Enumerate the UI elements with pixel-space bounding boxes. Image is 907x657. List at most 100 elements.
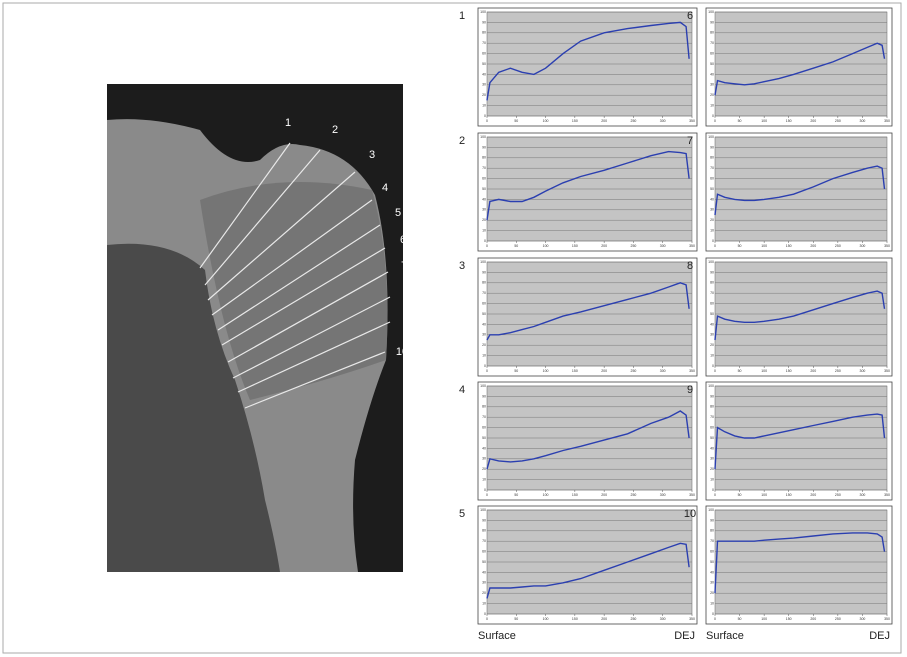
y-tick-label: 90 (710, 145, 714, 149)
section-label: 9 (403, 312, 409, 324)
y-tick-label: 70 (482, 539, 486, 543)
y-tick-label: 100 (480, 10, 486, 14)
y-tick-label: 80 (710, 529, 714, 533)
x-tick-label: 100 (761, 493, 767, 497)
y-tick-label: 70 (710, 41, 714, 45)
y-tick-label: 60 (482, 52, 486, 56)
y-tick-label: 30 (482, 208, 486, 212)
y-tick-label: 90 (710, 518, 714, 522)
section-line (227, 271, 389, 363)
x-tick-label: 300 (860, 244, 866, 248)
section-line (244, 351, 386, 409)
x-tick-label: 0 (714, 369, 716, 373)
x-tick-label: 50 (738, 244, 742, 248)
y-tick-label: 40 (482, 72, 486, 76)
y-tick-label: 100 (480, 135, 486, 139)
section-line (199, 142, 291, 269)
x-tick-label: 150 (786, 617, 792, 621)
chart-title: 6 (687, 10, 693, 22)
y-tick-label: 50 (710, 312, 714, 316)
x-tick-label: 0 (486, 369, 488, 373)
y-tick-label: 70 (482, 41, 486, 45)
y-tick-label: 40 (710, 322, 714, 326)
x-tick-label: 250 (631, 493, 637, 497)
x-tick-label: 100 (761, 617, 767, 621)
y-tick-label: 80 (710, 31, 714, 35)
x-tick-label: 200 (810, 617, 816, 621)
x-tick-label: 350 (689, 617, 695, 621)
x-tick-label: 100 (543, 493, 549, 497)
y-tick-label: 70 (710, 166, 714, 170)
x-tick-label: 350 (884, 617, 890, 621)
x-tick-label: 250 (835, 119, 841, 123)
x-tick-label: 350 (884, 369, 890, 373)
y-tick-label: 0 (712, 114, 714, 118)
x-tick-label: 0 (714, 244, 716, 248)
y-tick-label: 30 (710, 333, 714, 337)
y-tick-label: 20 (710, 218, 714, 222)
x-tick-label: 150 (786, 244, 792, 248)
x-tick-label: 350 (689, 244, 695, 248)
x-tick-label: 50 (738, 493, 742, 497)
x-tick-label: 200 (810, 244, 816, 248)
y-tick-label: 100 (480, 260, 486, 264)
y-tick-label: 30 (710, 208, 714, 212)
y-tick-label: 50 (710, 436, 714, 440)
x-tick-label: 0 (714, 493, 716, 497)
section-line (237, 321, 391, 393)
x-tick-label: 0 (714, 617, 716, 621)
x-tick-label: 0 (486, 244, 488, 248)
y-tick-label: 10 (710, 478, 714, 482)
x-tick-label: 100 (543, 119, 549, 123)
x-tick-label: 300 (660, 617, 666, 621)
y-tick-label: 20 (482, 343, 486, 347)
data-line (714, 165, 886, 216)
y-tick-label: 60 (710, 177, 714, 181)
x-tick-label: 250 (631, 369, 637, 373)
x-tick-label: 250 (835, 244, 841, 248)
x-tick-label: 150 (572, 119, 578, 123)
section-label: 7 (401, 260, 407, 272)
section-label: 6 (400, 234, 406, 246)
x-tick-label: 100 (761, 119, 767, 123)
x-tick-label: 50 (514, 369, 518, 373)
x-tick-label: 350 (689, 119, 695, 123)
data-line (714, 42, 886, 96)
x-tick-label: 150 (572, 493, 578, 497)
x-tick-label: 100 (761, 369, 767, 373)
y-tick-label: 50 (710, 560, 714, 564)
x-tick-label: 0 (714, 119, 716, 123)
x-tick-label: 300 (660, 369, 666, 373)
y-tick-label: 20 (482, 218, 486, 222)
x-tick-label: 350 (689, 493, 695, 497)
y-tick-label: 10 (482, 104, 486, 108)
x-tick-label: 200 (601, 119, 607, 123)
y-tick-label: 0 (484, 239, 486, 243)
x-tick-label: 250 (631, 617, 637, 621)
section-label: 10 (396, 346, 408, 358)
y-tick-label: 100 (708, 384, 714, 388)
y-tick-label: 20 (482, 591, 486, 595)
x-tick-label: 350 (884, 244, 890, 248)
y-tick-label: 10 (710, 229, 714, 233)
y-tick-label: 30 (482, 581, 486, 585)
tooth-image (107, 84, 403, 572)
data-line (714, 413, 886, 470)
chart-title: 5 (459, 508, 465, 520)
y-tick-label: 60 (710, 52, 714, 56)
y-tick-label: 10 (710, 104, 714, 108)
x-tick-label: 50 (738, 617, 742, 621)
y-tick-label: 60 (482, 177, 486, 181)
y-tick-label: 60 (482, 302, 486, 306)
y-tick-label: 50 (710, 187, 714, 191)
y-tick-label: 20 (710, 591, 714, 595)
y-tick-label: 90 (710, 270, 714, 274)
x-tick-label: 0 (486, 493, 488, 497)
x-tick-label: 100 (761, 244, 767, 248)
x-tick-label: 0 (486, 119, 488, 123)
y-tick-label: 60 (482, 426, 486, 430)
y-tick-label: 30 (482, 457, 486, 461)
y-tick-label: 100 (480, 384, 486, 388)
data-line (486, 410, 690, 470)
